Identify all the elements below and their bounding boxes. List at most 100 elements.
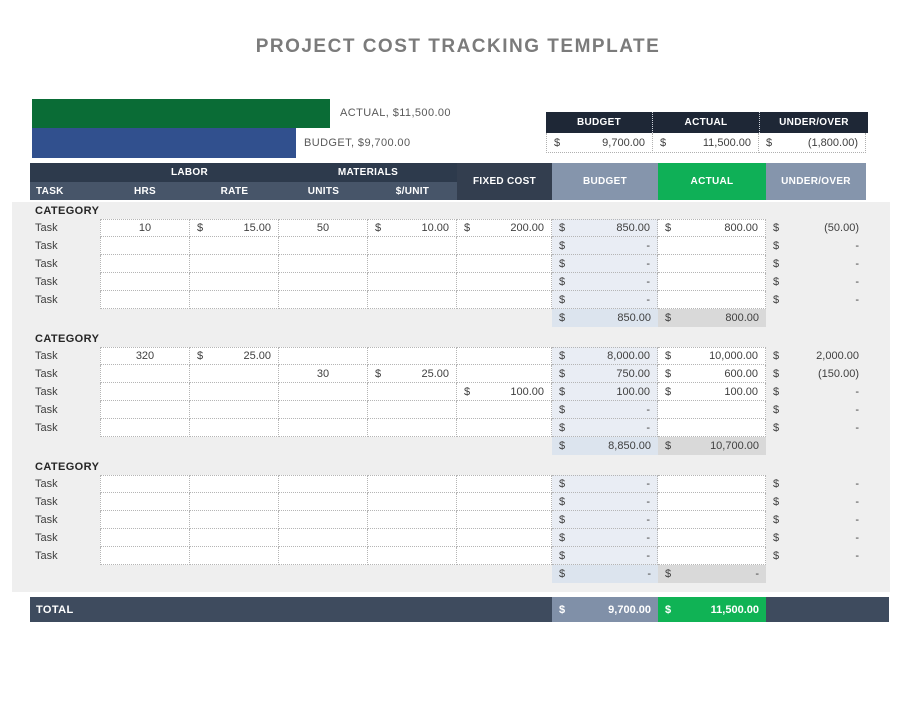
unit-cost-cell[interactable] — [368, 273, 457, 291]
hrs-cell[interactable] — [100, 547, 190, 565]
task-name-cell[interactable]: Task — [35, 422, 58, 434]
fixed-cost-cell[interactable]: $100.00 — [457, 383, 552, 401]
rate-cell[interactable] — [190, 401, 279, 419]
unit-cost-cell[interactable] — [368, 383, 457, 401]
hrs-cell[interactable] — [100, 365, 190, 383]
rate-cell[interactable] — [190, 475, 279, 493]
fixed-cost-cell[interactable]: $200.00 — [457, 219, 552, 237]
hrs-cell[interactable] — [100, 475, 190, 493]
rate-cell[interactable] — [190, 511, 279, 529]
actual-cell[interactable] — [658, 529, 766, 547]
units-cell[interactable] — [279, 475, 368, 493]
unit-cost-cell[interactable] — [368, 511, 457, 529]
units-cell[interactable] — [279, 401, 368, 419]
hrs-cell[interactable] — [100, 401, 190, 419]
hrs-cell[interactable] — [100, 291, 190, 309]
unit-cost-cell[interactable] — [368, 255, 457, 273]
rate-cell[interactable] — [190, 493, 279, 511]
actual-cell[interactable] — [658, 493, 766, 511]
fixed-cost-cell[interactable] — [457, 237, 552, 255]
rate-cell[interactable]: $25.00 — [190, 347, 279, 365]
task-name-cell[interactable]: Task — [35, 386, 58, 398]
fixed-cost-cell[interactable] — [457, 493, 552, 511]
unit-cost-cell[interactable] — [368, 401, 457, 419]
task-name-cell[interactable]: Task — [35, 350, 58, 362]
task-name-cell[interactable]: Task — [35, 240, 58, 252]
hrs-cell[interactable] — [100, 529, 190, 547]
task-name-cell[interactable]: Task — [35, 294, 58, 306]
units-cell[interactable] — [279, 255, 368, 273]
task-name-cell[interactable]: Task — [35, 404, 58, 416]
unit-cost-cell[interactable] — [368, 237, 457, 255]
unit-cost-cell[interactable]: $10.00 — [368, 219, 457, 237]
rate-cell[interactable] — [190, 237, 279, 255]
fixed-cost-cell[interactable] — [457, 365, 552, 383]
actual-cell[interactable]: $10,000.00 — [658, 347, 766, 365]
rate-cell[interactable] — [190, 529, 279, 547]
units-cell[interactable] — [279, 383, 368, 401]
fixed-cost-cell[interactable] — [457, 273, 552, 291]
fixed-cost-cell[interactable] — [457, 529, 552, 547]
rate-cell[interactable] — [190, 365, 279, 383]
unit-cost-cell[interactable] — [368, 347, 457, 365]
actual-cell[interactable] — [658, 419, 766, 437]
hrs-cell[interactable] — [100, 493, 190, 511]
units-cell[interactable] — [279, 291, 368, 309]
hrs-cell[interactable] — [100, 273, 190, 291]
task-name-cell[interactable]: Task — [35, 514, 58, 526]
actual-cell[interactable] — [658, 475, 766, 493]
units-cell[interactable] — [279, 273, 368, 291]
actual-cell[interactable] — [658, 511, 766, 529]
unit-cost-cell[interactable] — [368, 493, 457, 511]
task-name-cell[interactable]: Task — [35, 368, 58, 380]
unit-cost-cell[interactable] — [368, 529, 457, 547]
unit-cost-cell[interactable] — [368, 547, 457, 565]
task-name-cell[interactable]: Task — [35, 258, 58, 270]
task-name-cell[interactable]: Task — [35, 532, 58, 544]
units-cell[interactable]: 50 — [279, 219, 368, 237]
task-name-cell[interactable]: Task — [35, 222, 58, 234]
rate-cell[interactable]: $15.00 — [190, 219, 279, 237]
rate-cell[interactable] — [190, 383, 279, 401]
task-name-cell[interactable]: Task — [35, 496, 58, 508]
task-name-cell[interactable]: Task — [35, 550, 58, 562]
rate-cell[interactable] — [190, 291, 279, 309]
fixed-cost-cell[interactable] — [457, 475, 552, 493]
actual-cell[interactable]: $800.00 — [658, 219, 766, 237]
fixed-cost-cell[interactable] — [457, 401, 552, 419]
unit-cost-cell[interactable] — [368, 475, 457, 493]
fixed-cost-cell[interactable] — [457, 511, 552, 529]
actual-cell[interactable] — [658, 547, 766, 565]
rate-cell[interactable] — [190, 547, 279, 565]
actual-cell[interactable]: $600.00 — [658, 365, 766, 383]
task-name-cell[interactable]: Task — [35, 276, 58, 288]
rate-cell[interactable] — [190, 255, 279, 273]
hrs-cell[interactable] — [100, 255, 190, 273]
hrs-cell[interactable] — [100, 511, 190, 529]
fixed-cost-cell[interactable] — [457, 255, 552, 273]
actual-cell[interactable] — [658, 237, 766, 255]
hrs-cell[interactable] — [100, 383, 190, 401]
hrs-cell[interactable] — [100, 237, 190, 255]
fixed-cost-cell[interactable] — [457, 419, 552, 437]
unit-cost-cell[interactable] — [368, 291, 457, 309]
hrs-cell[interactable]: 320 — [100, 347, 190, 365]
units-cell[interactable] — [279, 419, 368, 437]
actual-cell[interactable]: $100.00 — [658, 383, 766, 401]
fixed-cost-cell[interactable] — [457, 547, 552, 565]
rate-cell[interactable] — [190, 273, 279, 291]
units-cell[interactable] — [279, 347, 368, 365]
unit-cost-cell[interactable] — [368, 419, 457, 437]
fixed-cost-cell[interactable] — [457, 347, 552, 365]
units-cell[interactable] — [279, 237, 368, 255]
units-cell[interactable] — [279, 547, 368, 565]
units-cell[interactable]: 30 — [279, 365, 368, 383]
units-cell[interactable] — [279, 493, 368, 511]
actual-cell[interactable] — [658, 291, 766, 309]
actual-cell[interactable] — [658, 401, 766, 419]
actual-cell[interactable] — [658, 255, 766, 273]
task-name-cell[interactable]: Task — [35, 478, 58, 490]
unit-cost-cell[interactable]: $25.00 — [368, 365, 457, 383]
units-cell[interactable] — [279, 511, 368, 529]
hrs-cell[interactable]: 10 — [100, 219, 190, 237]
